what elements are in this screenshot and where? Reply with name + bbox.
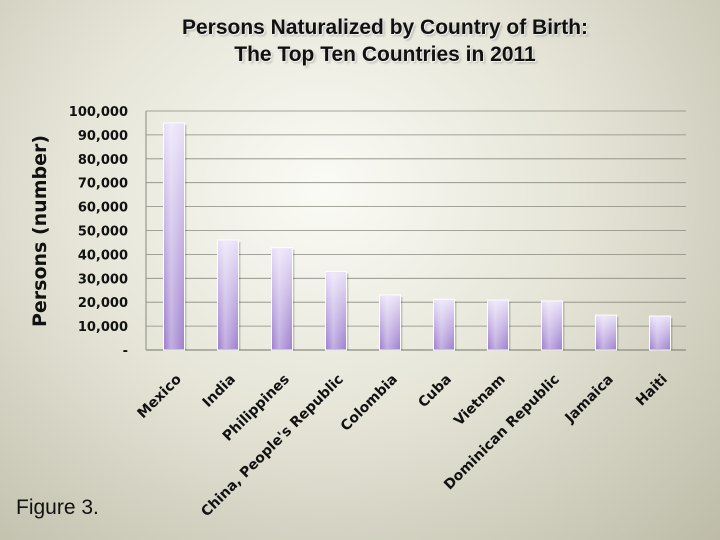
y-tick-label: 50,000: [78, 225, 128, 240]
y-axis-ticks: - 10,000 20,000 30,000 40,000 50,000 60,000 70,…: [69, 105, 128, 359]
bar-0: [163, 122, 187, 351]
x-tick-label: Jamaica: [561, 372, 616, 427]
x-tick-label: Colombia: [338, 372, 401, 435]
x-tick-label: Haiti: [633, 372, 671, 410]
y-tick-label: -: [123, 344, 128, 359]
bar-2: [271, 247, 295, 351]
y-tick-label: 60,000: [78, 201, 128, 216]
bar-highlight: [542, 302, 562, 349]
bar-highlight: [218, 241, 238, 349]
y-tick-label: 90,000: [78, 129, 128, 144]
chart-title-line2: The Top Ten Countries in 2011: [234, 43, 536, 66]
figure-label: Figure 3.: [16, 496, 99, 519]
bar-highlight: [488, 301, 508, 349]
bar-highlight: [380, 296, 400, 349]
y-tick-label: 30,000: [78, 272, 128, 287]
bar-highlight: [326, 272, 346, 349]
y-tick-label: 40,000: [78, 248, 128, 263]
bar-9: [649, 315, 673, 351]
chart-title-line1: Persons Naturalized by Country of Birth:: [181, 16, 589, 39]
bar-8: [595, 314, 619, 351]
x-tick-label: Dominican Republic: [441, 372, 563, 494]
bar-5: [433, 298, 457, 351]
bar-highlight: [434, 300, 454, 349]
bar-1: [217, 239, 241, 351]
x-tick-label: Cuba: [415, 372, 454, 411]
y-tick-label: 10,000: [78, 320, 128, 335]
bars: [163, 122, 673, 351]
x-tick-label: Mexico: [134, 371, 185, 422]
bar-6: [487, 299, 511, 351]
y-tick-label: 20,000: [78, 296, 128, 311]
y-tick-label: 70,000: [78, 177, 128, 192]
chart-title: Persons Naturalized by Country of Birth:…: [0, 14, 720, 68]
bar-highlight: [272, 248, 292, 349]
y-axis-title: Persons (number): [29, 135, 51, 327]
y-tick-label: 100,000: [69, 105, 128, 120]
bar-7: [541, 300, 565, 351]
bar-3: [325, 270, 349, 351]
bar-highlight: [164, 123, 184, 349]
bar-highlight: [596, 316, 616, 349]
bar-highlight: [650, 317, 670, 349]
x-tick-label: Vietnam: [451, 372, 509, 430]
y-tick-label: 80,000: [78, 153, 128, 168]
x-tick-label: India: [200, 372, 239, 411]
bar-4: [379, 294, 403, 351]
